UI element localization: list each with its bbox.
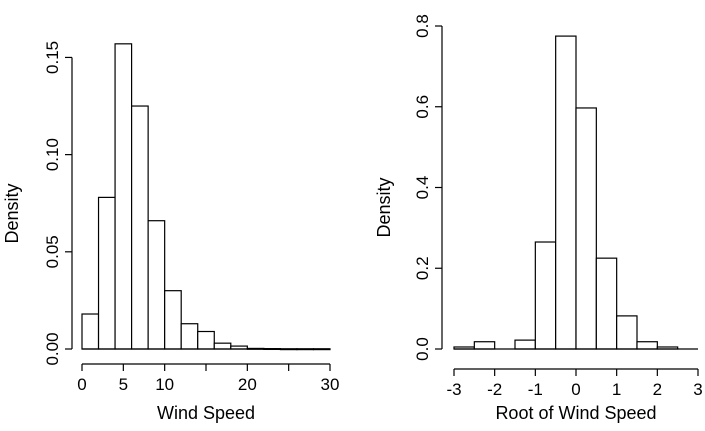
histogram-bar-3 bbox=[514, 339, 536, 350]
histogram-bar-7 bbox=[595, 257, 618, 350]
x-tick-label: 2 bbox=[653, 380, 662, 399]
x-tick-label: -1 bbox=[528, 380, 543, 399]
x-tick-label: -2 bbox=[487, 380, 502, 399]
histogram-bar-6 bbox=[180, 323, 199, 350]
histogram-bar-5 bbox=[164, 290, 182, 350]
histogram-bar-5 bbox=[555, 35, 577, 350]
y-tick-label: 0.00 bbox=[43, 332, 62, 365]
x-axis-title: Wind Speed bbox=[157, 403, 255, 423]
y-tick-label: 0.8 bbox=[413, 14, 432, 38]
histogram-bar-4 bbox=[147, 220, 166, 350]
histogram-bar-0 bbox=[81, 313, 100, 350]
y-tick-label: 0.2 bbox=[413, 256, 432, 280]
y-tick-label: 0.05 bbox=[43, 235, 62, 268]
x-tick-label: 0 bbox=[571, 380, 580, 399]
y-tick-label: 0.0 bbox=[413, 337, 432, 361]
histogram-bar-6 bbox=[575, 107, 597, 350]
x-tick-label: 5 bbox=[119, 375, 128, 394]
x-tick-label: 20 bbox=[238, 375, 257, 394]
x-tick-label: 30 bbox=[321, 375, 340, 394]
histogram-bar-4 bbox=[534, 241, 557, 350]
y-tick-label: 0.10 bbox=[43, 138, 62, 171]
y-axis-title: Density bbox=[374, 177, 394, 237]
wind-speed-histogram-panel: 0 5 10 20 30 0.00 0.05 0.10 0.15 Wind Speed Densit… bbox=[2, 41, 339, 423]
x-tick-label: 3 bbox=[693, 380, 702, 399]
x-tick-label: 0 bbox=[77, 375, 86, 394]
x-axis-title: Root of Wind Speed bbox=[495, 403, 656, 423]
histogram-bar-3 bbox=[131, 105, 149, 350]
root-wind-speed-histogram-panel: -3 -2 -1 0 1 2 3 0.0 0.2 0.4 0.6 0.8 Root of Wind Sp… bbox=[374, 14, 703, 423]
histogram-bar-1 bbox=[97, 196, 116, 350]
histogram-bar-1 bbox=[473, 341, 496, 350]
histogram-bar-2 bbox=[114, 43, 133, 350]
histogram-bar-8 bbox=[213, 342, 232, 350]
x-tick-label: -3 bbox=[446, 380, 461, 399]
y-axis-title: Density bbox=[2, 183, 22, 243]
x-tick-label: 1 bbox=[612, 380, 621, 399]
histogram-bar-8 bbox=[616, 315, 638, 350]
histogram-bar-9 bbox=[636, 341, 658, 350]
y-tick-label: 0.6 bbox=[413, 95, 432, 119]
histogram-bar-7 bbox=[197, 330, 215, 350]
y-tick-label: 0.15 bbox=[43, 41, 62, 74]
y-tick-label: 0.4 bbox=[413, 176, 432, 200]
x-tick-label: 10 bbox=[155, 375, 174, 394]
